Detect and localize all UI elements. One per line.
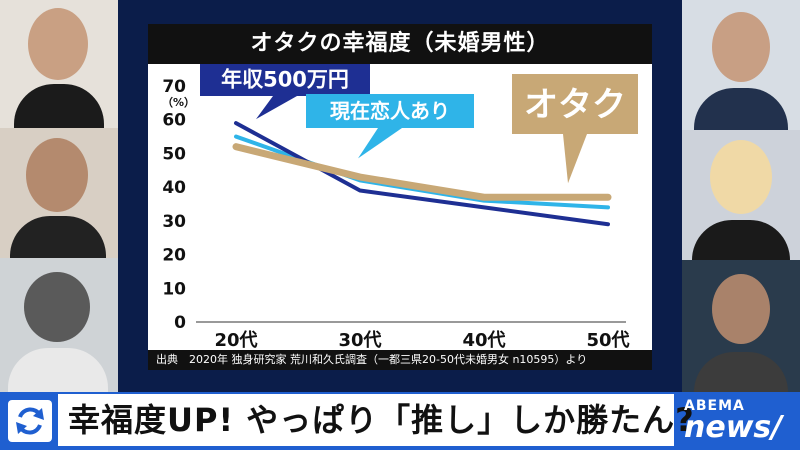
panelist-5	[682, 130, 800, 260]
y-tick-label: 20	[162, 246, 186, 266]
y-tick-label: 40	[162, 178, 186, 198]
panelist-2	[0, 128, 118, 258]
source-bar: 出典 2020年 独身研究家 荒川和久氏調査（一都三県20-50代未婚男女 n1…	[148, 350, 652, 370]
abema-news-logo: ABEMA news/	[684, 394, 794, 446]
series-label-pointer-3	[563, 134, 587, 184]
y-tick-label: 0	[174, 313, 186, 333]
series-label-box-3	[512, 74, 638, 134]
series-label-2: 現在恋人あり	[330, 99, 450, 123]
series-label-box-1	[200, 64, 370, 96]
panelist-3	[0, 258, 118, 392]
panelist-1	[0, 0, 118, 128]
series-label-box-2	[306, 94, 474, 128]
headline-box: 幸福度UP! やっぱり「推し」しか勝たん?	[58, 394, 694, 446]
series-label-3: オタク	[524, 85, 626, 125]
series-label-pointer-1	[256, 96, 297, 120]
y-tick-label: 30	[162, 212, 186, 232]
source-text: 出典 2020年 独身研究家 荒川和久氏調査（一都三県20-50代未婚男女 n1…	[156, 353, 588, 366]
series-label-pointer-2	[358, 128, 402, 159]
logo-line2: news/	[684, 410, 783, 445]
y-tick-label: 50	[162, 144, 186, 164]
x-tick-label: 30代	[338, 330, 381, 350]
line-chart: 0 10 20 30 40 50 60 70（%） 20代 30代 40代 50代 年収500万円現在恋…	[162, 64, 638, 350]
logo-line1: ABEMA	[684, 398, 745, 414]
sync-icon	[8, 400, 52, 442]
chart-title-bar: オタクの幸福度（未婚男性）	[148, 24, 652, 64]
y-unit-label: （%）	[162, 96, 195, 109]
left-video-panel	[0, 0, 118, 392]
y-tick-label: 10	[162, 279, 186, 299]
headline-text: 幸福度UP! やっぱり「推し」しか勝たん?	[68, 401, 695, 439]
y-tick-label: 60	[162, 111, 186, 131]
x-tick-label: 40代	[462, 330, 505, 350]
panelist-6	[682, 260, 800, 392]
y-tick-label: 70	[162, 77, 186, 97]
x-tick-label: 20代	[214, 330, 257, 350]
chart-title: オタクの幸福度（未婚男性）	[250, 31, 550, 56]
series-line-3	[232, 143, 612, 201]
series-label-1: 年収500万円	[221, 68, 349, 92]
panelist-4	[682, 0, 800, 130]
series-line-1	[234, 121, 610, 227]
right-video-panel	[682, 0, 800, 392]
x-tick-label: 50代	[586, 330, 629, 350]
